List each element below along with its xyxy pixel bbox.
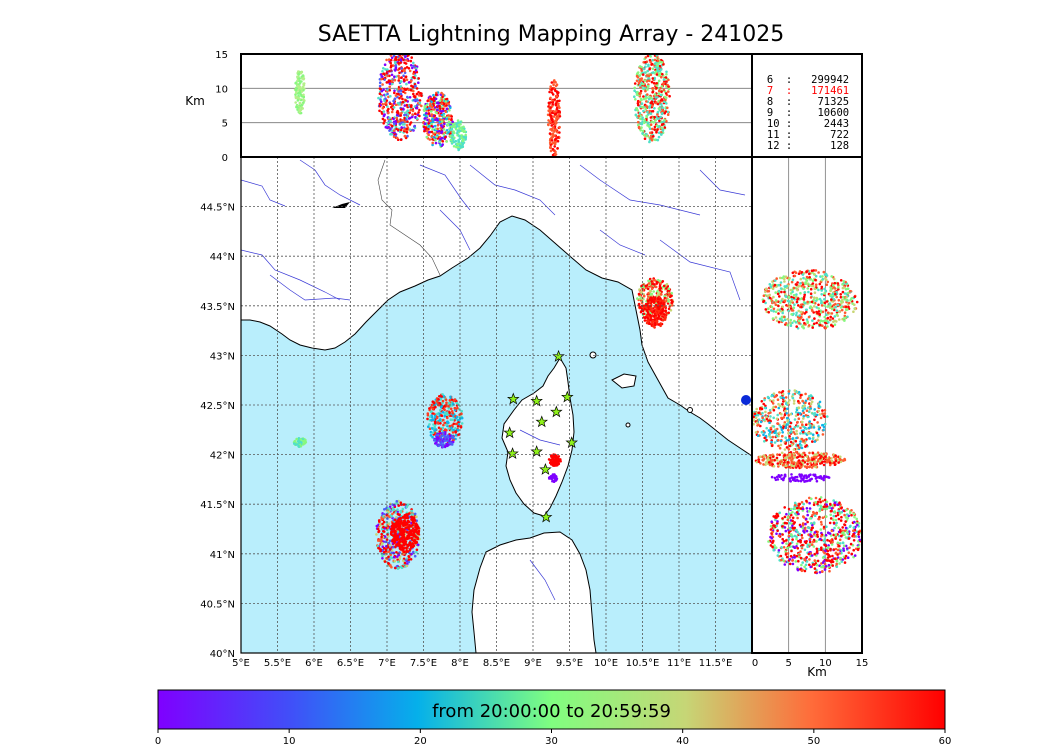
- lon-tick-label: 10°E: [594, 658, 618, 669]
- top-ytick-label: 5: [222, 119, 228, 130]
- top-ytick-label: 0: [222, 153, 228, 164]
- lat-tick-label: 44°N: [210, 252, 235, 263]
- lon-tick-label: 5.5°E: [264, 658, 291, 669]
- lat-tick-label: 43°N: [210, 351, 235, 362]
- lat-tick-label: 41.5°N: [200, 500, 235, 511]
- right-xtick-label: 5: [785, 658, 791, 669]
- lon-tick-label: 11.5°E: [699, 658, 733, 669]
- lat-tick-label: 41°N: [210, 550, 235, 561]
- lon-tick-label: 9°E: [524, 658, 542, 669]
- colorbar-tick-label: 40: [676, 736, 689, 747]
- colorbar-tick-label: 10: [283, 736, 296, 747]
- altitude-lon-panel: [240, 53, 753, 158]
- lon-tick-label: 11°E: [667, 658, 691, 669]
- lon-tick-label: 8.5°E: [483, 658, 510, 669]
- lat-tick-label: 40°N: [210, 649, 235, 660]
- right-xlabel: Km: [807, 665, 827, 679]
- lat-tick-label: 42°N: [210, 451, 235, 462]
- top-grid: [241, 87, 752, 124]
- lightning-sources-altitude-lon: [293, 54, 671, 157]
- lon-tick-label: 6.5°E: [337, 658, 364, 669]
- colorbar-tick-label: 0: [155, 736, 161, 747]
- colorbar-ticks: 0 10 20 30 40 50 60: [155, 729, 952, 747]
- right-xtick-label: 15: [856, 658, 869, 669]
- flash-count-row: 8 : 71325: [766, 96, 850, 108]
- flash-count-row: 7 : 171461: [766, 85, 850, 97]
- colorbar-tick-label: 20: [414, 736, 427, 747]
- colorbar-tick-label: 50: [807, 736, 820, 747]
- lon-tick-label: 7°E: [378, 658, 396, 669]
- flash-count-row: 10 : 2443: [766, 118, 850, 130]
- lon-tick-label: 6°E: [305, 658, 323, 669]
- map-grid: [241, 157, 752, 653]
- lon-tick-label: 7.5°E: [410, 658, 437, 669]
- lon-tick-label: 9.5°E: [556, 658, 583, 669]
- top-ylabel: Km: [185, 94, 205, 108]
- flash-count-row: 12 : 128: [766, 140, 850, 152]
- colorbar-gradient: [157, 689, 946, 730]
- top-ytick-label: 10: [215, 84, 228, 95]
- axis-labels: 5°E 5.5°E 6°E 6.5°E 7°E 7.5°E 8°E 8.5°E 9°E 9.5°E…: [200, 50, 868, 669]
- colorbar: 0 10 20 30 40 50 60: [155, 689, 952, 747]
- flash-counts: 6 : 299942 7 : 171461 8 : 71325 9 : 10600 10…: [754, 75, 862, 152]
- lat-tick-label: 42.5°N: [200, 401, 235, 412]
- lat-tick-label: 43.5°N: [200, 302, 235, 313]
- lon-tick-label: 10.5°E: [626, 658, 660, 669]
- lat-tick-label: 40.5°N: [200, 599, 235, 610]
- lon-tick-label: 8°E: [451, 658, 469, 669]
- colorbar-tick-label: 30: [545, 736, 558, 747]
- sardinia: [471, 531, 597, 653]
- lat-tick-label: 44.5°N: [200, 203, 235, 214]
- lightning-sources-map: [292, 277, 675, 570]
- page-title: SAETTA Lightning Mapping Array - 241025: [317, 22, 785, 47]
- elba-island: [611, 373, 637, 389]
- right-xtick-label: 10: [819, 658, 832, 669]
- lightning-sources-altitude-lat: [752, 269, 862, 575]
- colorbar-label: from 20:00:00 to 20:59:59: [432, 701, 671, 722]
- lon-tick-label: 5°E: [232, 658, 250, 669]
- flash-count-row: 9 : 10600: [766, 107, 850, 119]
- colorbar-tick-label: 60: [939, 736, 952, 747]
- altitude-lat-panel: [751, 156, 863, 654]
- flash-count-row: 6 : 299942: [766, 74, 850, 86]
- map-panel: [240, 156, 753, 654]
- flash-count-row: 11 : 722: [766, 129, 850, 141]
- right-xtick-label: 0: [752, 658, 758, 669]
- top-ytick-label: 15: [215, 50, 228, 61]
